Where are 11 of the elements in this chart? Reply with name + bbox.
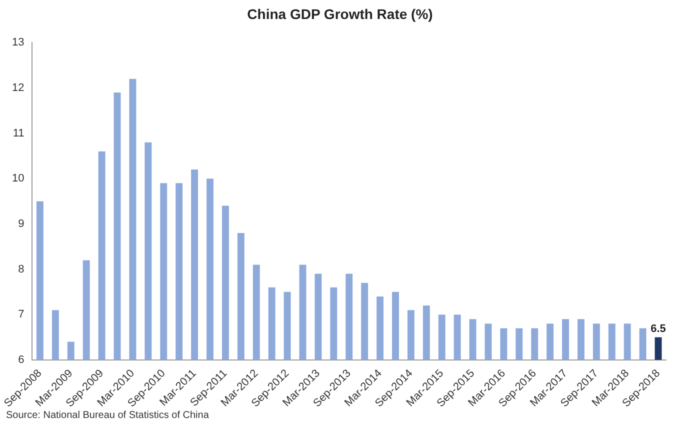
- y-tick-label: 13: [12, 36, 24, 49]
- y-tick-label: 7: [18, 308, 24, 321]
- y-tick-label: 8: [18, 263, 24, 276]
- data-label: 6.5: [650, 322, 666, 335]
- y-tick-label: 6: [18, 354, 24, 366]
- y-tick-label: 12: [12, 82, 24, 94]
- y-tick-label: 11: [12, 127, 24, 140]
- y-tick-label: 9: [18, 218, 24, 230]
- chart-title: China GDP Growth Rate (%): [246, 6, 434, 22]
- source-note: Source: National Bureau of Statistics of China: [6, 410, 209, 421]
- y-tick-label: 10: [12, 172, 24, 185]
